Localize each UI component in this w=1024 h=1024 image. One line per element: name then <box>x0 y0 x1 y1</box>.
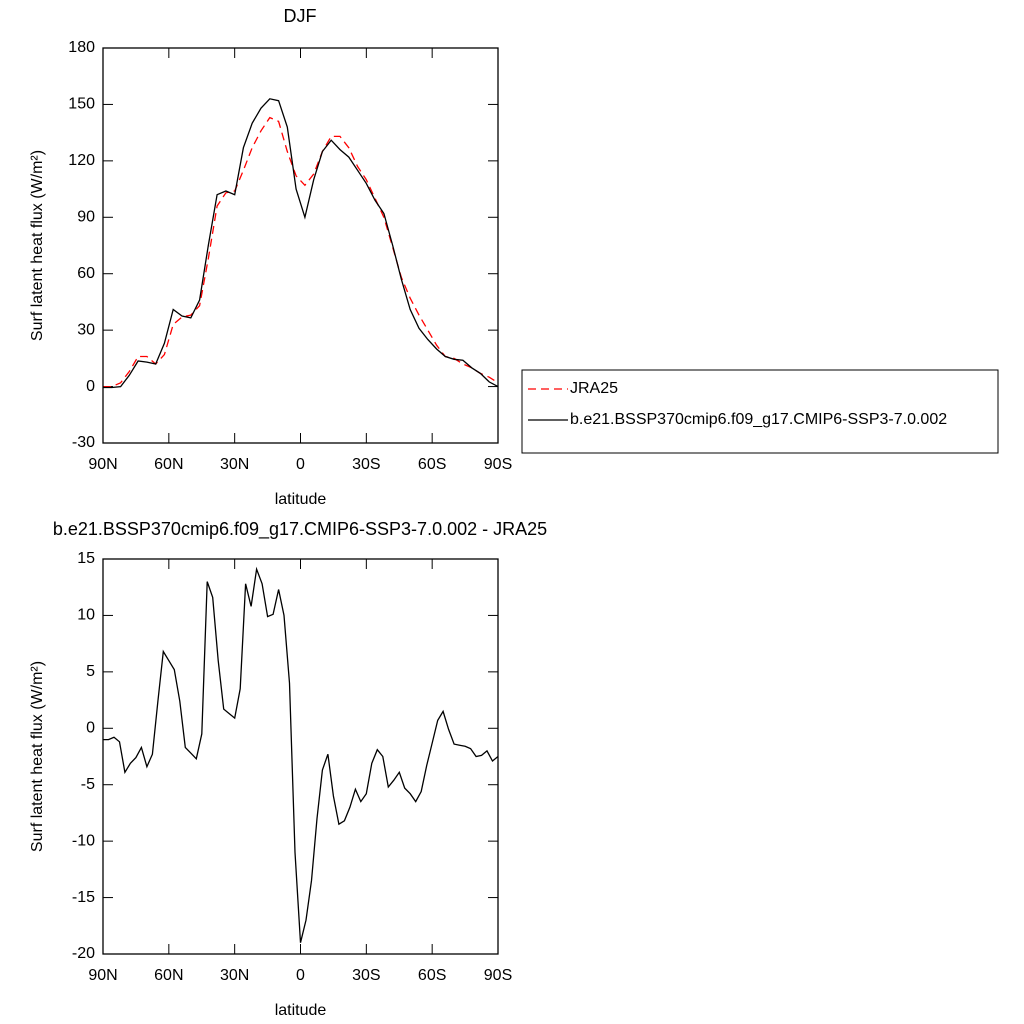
y-tick-label: 90 <box>77 209 95 226</box>
x-tick-label: 90S <box>484 967 512 984</box>
x-axis-label: latitude <box>275 491 327 508</box>
x-tick-label: 0 <box>296 967 305 984</box>
y-tick-label: 15 <box>77 550 95 567</box>
y-tick-label: -20 <box>72 945 95 962</box>
x-tick-label: 90S <box>484 456 512 473</box>
plot-frame <box>102 47 499 444</box>
series-line <box>103 116 499 388</box>
x-tick-label: 60N <box>154 967 183 984</box>
chart-title: DJF <box>284 6 317 26</box>
y-tick-label: 180 <box>68 39 95 56</box>
y-tick-label: 120 <box>68 152 95 169</box>
legend-label: JRA25 <box>570 380 618 397</box>
y-tick-label: -15 <box>72 889 95 906</box>
x-tick-label: 0 <box>296 456 305 473</box>
y-axis-label: Surf latent heat flux (W/m²) <box>29 150 46 341</box>
y-tick-label: 5 <box>86 663 95 680</box>
x-tick-label: 60N <box>154 456 183 473</box>
x-tick-label: 30N <box>220 456 249 473</box>
y-tick-label: 0 <box>86 720 95 737</box>
x-tick-label: 30S <box>352 967 380 984</box>
y-tick-label: 60 <box>77 265 95 282</box>
y-tick-label: 30 <box>77 321 95 338</box>
x-tick-label: 90N <box>88 967 117 984</box>
x-tick-label: 30S <box>352 456 380 473</box>
plot-frame <box>102 558 499 955</box>
series-line <box>103 98 499 389</box>
x-tick-label: 30N <box>220 967 249 984</box>
series-line <box>103 566 499 943</box>
x-tick-label: 60S <box>418 967 446 984</box>
y-tick-label: -30 <box>72 434 95 451</box>
y-tick-label: 10 <box>77 607 95 624</box>
y-tick-label: -10 <box>72 832 95 849</box>
y-tick-label: 150 <box>68 96 95 113</box>
x-tick-label: 60S <box>418 456 446 473</box>
y-axis-label: Surf latent heat flux (W/m²) <box>29 661 46 852</box>
chart-title: b.e21.BSSP370cmip6.f09_g17.CMIP6-SSP3-7.… <box>53 519 547 540</box>
legend-box <box>521 369 999 454</box>
y-tick-label: -5 <box>81 776 95 793</box>
y-tick-label: 0 <box>86 378 95 395</box>
x-tick-label: 90N <box>88 456 117 473</box>
x-axis-label: latitude <box>275 1002 327 1019</box>
legend-label: b.e21.BSSP370cmip6.f09_g17.CMIP6-SSP3-7.… <box>570 411 947 428</box>
